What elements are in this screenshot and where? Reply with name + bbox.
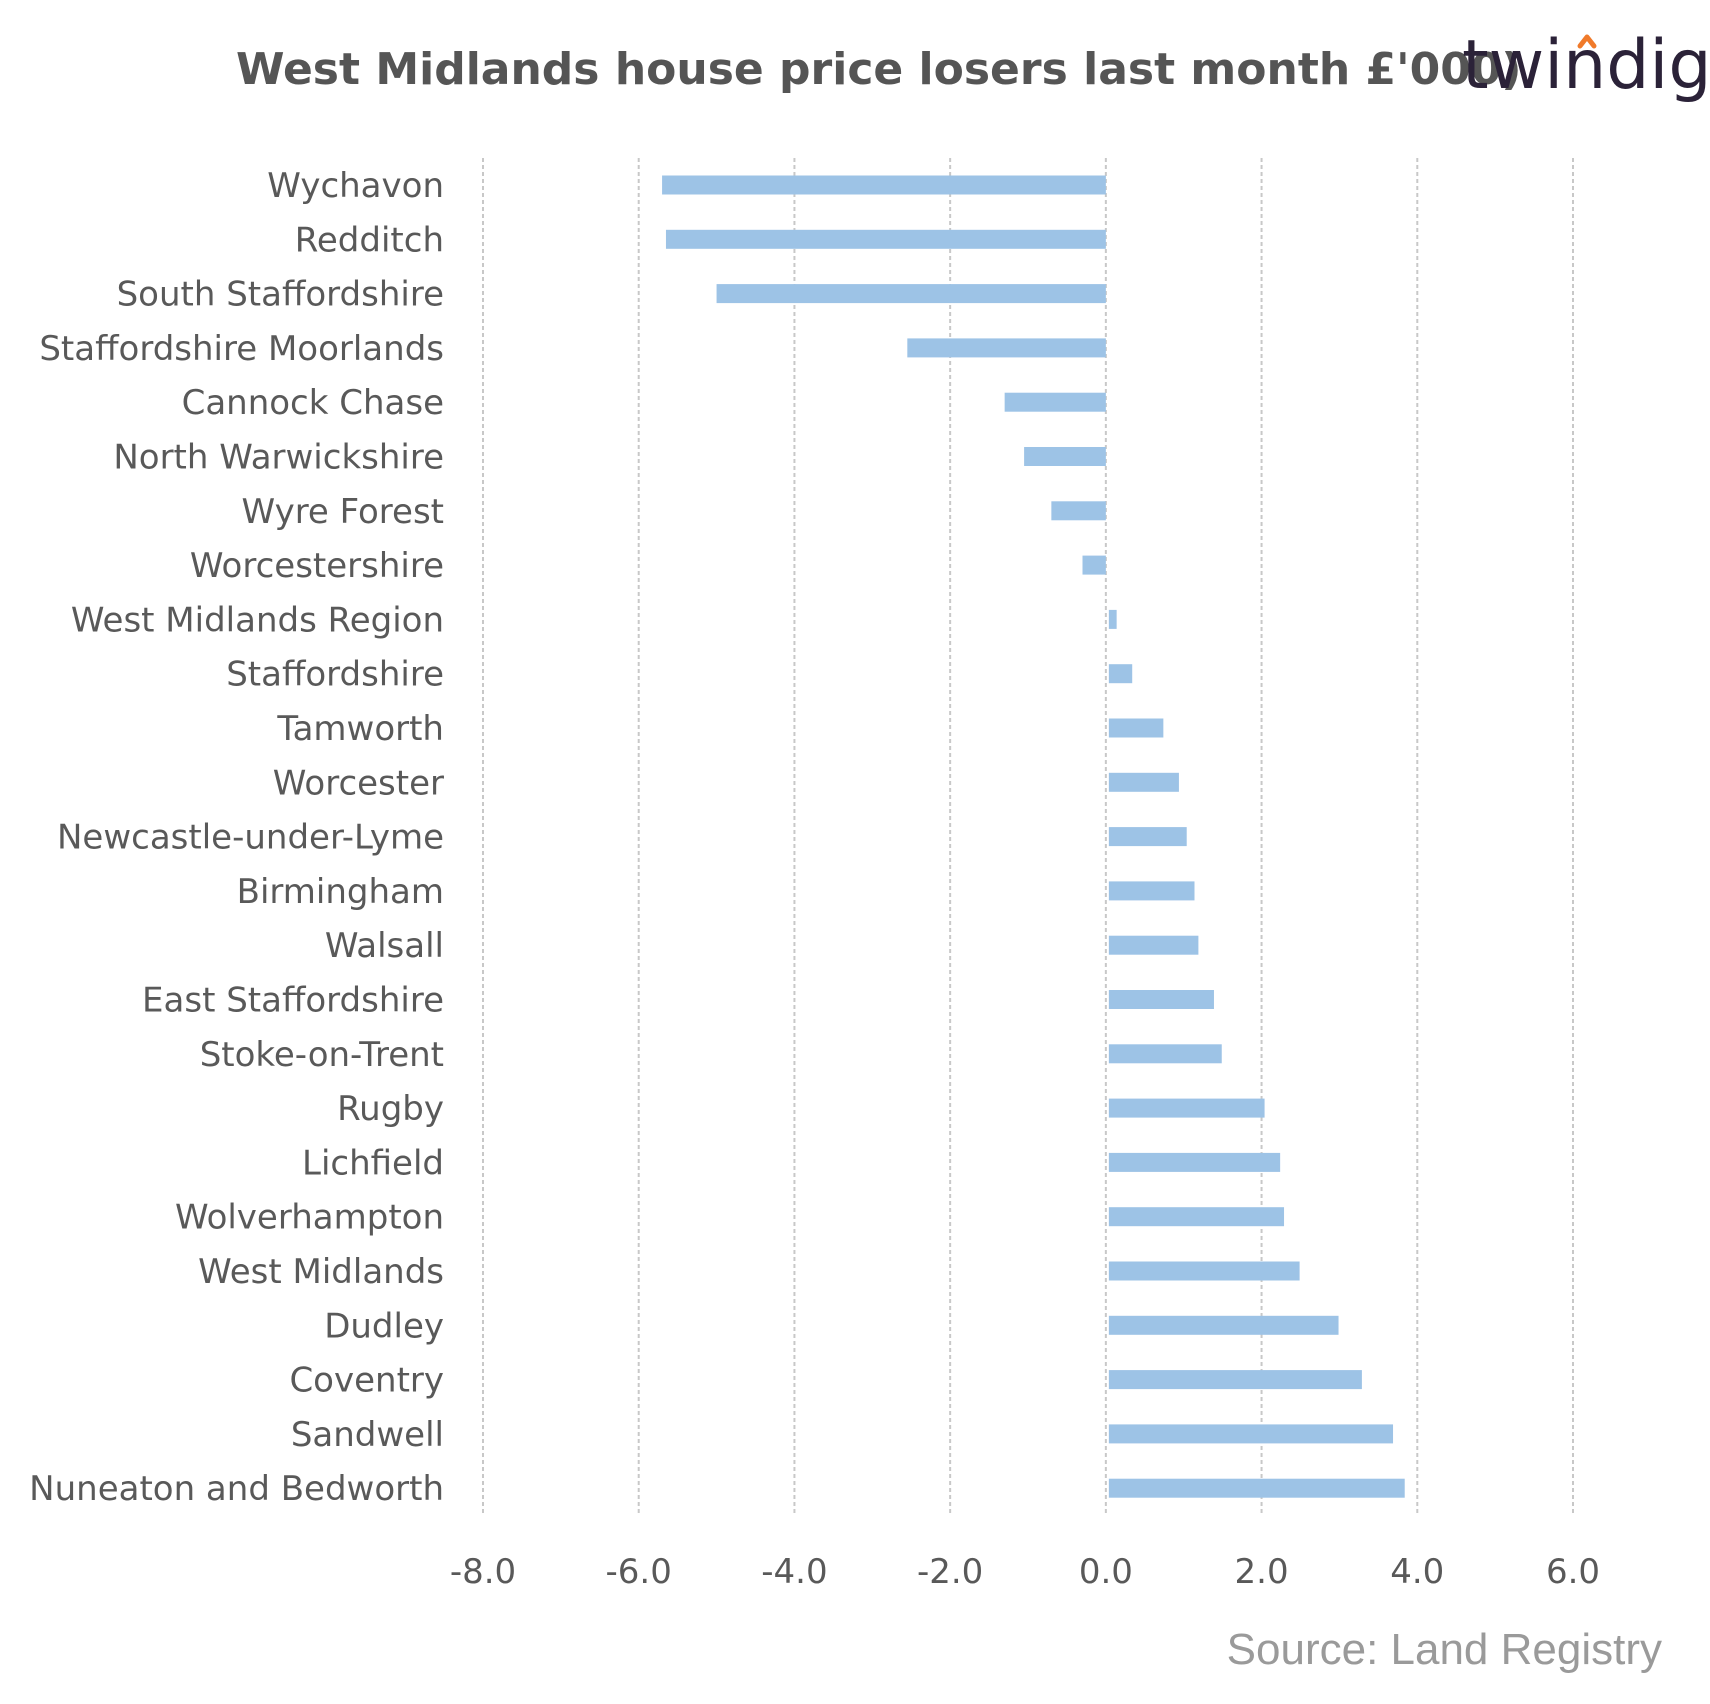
logo-roof-accent-icon [1577, 34, 1597, 49]
category-label: Redditch [295, 220, 444, 260]
bar [1108, 1370, 1362, 1390]
bar [1108, 1044, 1222, 1064]
bar [1108, 1152, 1281, 1172]
category-label: Dudley [324, 1306, 444, 1346]
category-label: Lichfield [302, 1143, 444, 1183]
category-label: Nuneaton and Bedworth [29, 1469, 444, 1509]
x-axis-tick-labels: -8.0 -6.0 -4.0 -2.0 0.0 2.0 4.0 6.0 [450, 1552, 1600, 1592]
bar [1108, 1098, 1265, 1118]
bar [1024, 447, 1106, 466]
bar [1108, 881, 1195, 901]
bar [1108, 1207, 1285, 1227]
bar [1082, 555, 1106, 575]
category-label: Sandwell [291, 1415, 444, 1455]
bar [1108, 1315, 1339, 1335]
gridlines [482, 158, 1574, 1515]
bar [1108, 827, 1187, 847]
bars [662, 175, 1405, 1498]
x-tick-label: 2.0 [1235, 1552, 1289, 1592]
category-label: Wyre Forest [242, 492, 444, 532]
category-label: Walsall [325, 926, 444, 966]
x-tick-label: -2.0 [917, 1552, 983, 1592]
category-label: South Staffordshire [117, 275, 444, 315]
category-label: Rugby [337, 1089, 444, 1129]
bar [907, 338, 1106, 358]
category-label: Birmingham [237, 872, 444, 912]
bar [1004, 392, 1106, 412]
category-label: Wolverhampton [175, 1198, 444, 1238]
x-tick-label: -6.0 [606, 1552, 672, 1592]
bar [665, 229, 1106, 249]
source-note: Source: Land Registry [1227, 1625, 1662, 1674]
x-tick-label: 0.0 [1079, 1552, 1133, 1592]
category-label: Coventry [289, 1361, 444, 1401]
category-label: Cannock Chase [182, 383, 444, 423]
bar [1108, 935, 1199, 955]
bar [1108, 664, 1133, 684]
x-tick-label: -4.0 [761, 1552, 827, 1592]
twindig-logo: twindig [1462, 26, 1710, 105]
x-tick-label: -8.0 [450, 1552, 516, 1592]
category-label: West Midlands Region [71, 600, 444, 640]
bar [716, 284, 1106, 304]
bar [1108, 1478, 1405, 1498]
bar [1108, 609, 1117, 629]
category-label: Stoke-on-Trent [200, 1035, 444, 1075]
bar [1108, 1424, 1394, 1444]
chart-title: West Midlands house price losers last mo… [236, 44, 1522, 95]
bar [1108, 1261, 1300, 1281]
bar [1108, 772, 1179, 792]
category-label: Staffordshire [226, 655, 444, 695]
category-label: West Midlands [198, 1252, 444, 1292]
bar [662, 175, 1106, 195]
category-label: Worcestershire [190, 546, 444, 586]
category-label: Wychavon [267, 166, 444, 206]
category-label: Tamworth [276, 709, 444, 749]
category-label: East Staffordshire [142, 981, 444, 1021]
category-label: Staffordshire Moorlands [39, 329, 444, 369]
bar [1051, 501, 1106, 521]
bar [1108, 990, 1214, 1009]
bar [1108, 718, 1164, 738]
category-labels: Wychavon Redditch South Staffordshire Staff… [29, 166, 444, 1509]
category-label: Newcastle-under-Lyme [57, 818, 444, 858]
x-tick-label: 6.0 [1546, 1552, 1600, 1592]
x-tick-label: 4.0 [1390, 1552, 1444, 1592]
category-label: Worcester [273, 763, 444, 803]
category-label: North Warwickshire [113, 438, 444, 478]
